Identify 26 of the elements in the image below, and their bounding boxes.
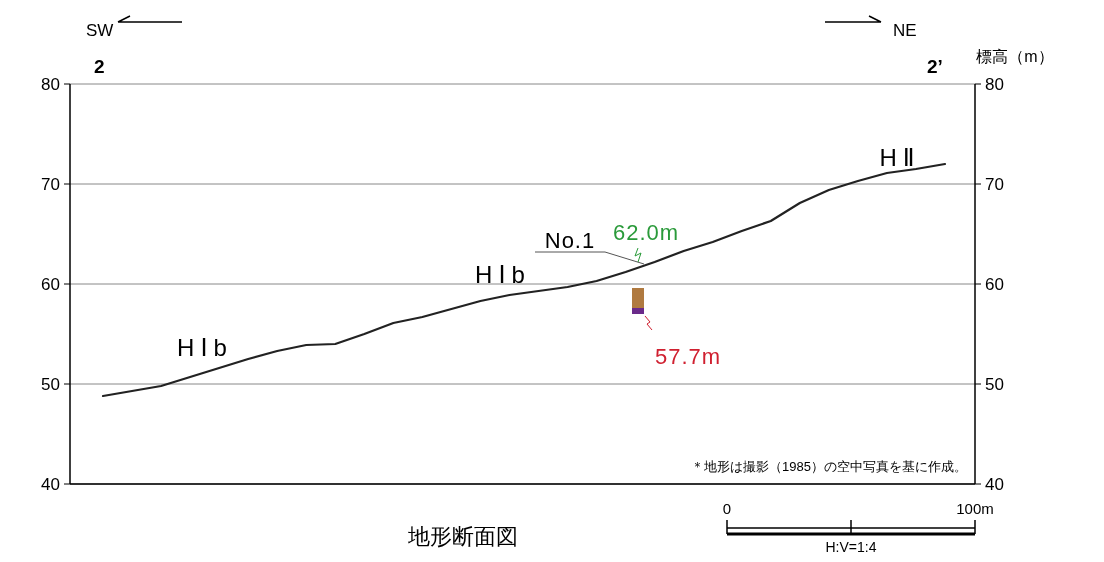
y-tick-label: 70: [41, 174, 60, 194]
text: 0: [722, 500, 732, 517]
text: 100m: [956, 500, 994, 517]
annotation: HⅡ: [879, 144, 921, 172]
y-tick-label: 60: [41, 274, 60, 294]
annotation: HⅠb: [475, 261, 531, 289]
text: 2’: [927, 55, 943, 77]
y-tick-label: 80: [41, 74, 60, 94]
text: NE: [893, 20, 917, 40]
annotation: HⅠb: [177, 334, 233, 362]
y2-tick-label: 70: [985, 174, 1004, 194]
y2-tick-label: 50: [985, 374, 1004, 394]
text: SW: [86, 20, 114, 40]
y-tick-label: 50: [41, 374, 60, 394]
annotation: 62.0m: [612, 219, 680, 245]
text: 2: [94, 55, 105, 77]
y-tick-label: 40: [41, 474, 60, 494]
annotation: No.1: [544, 227, 596, 253]
text: H:V=1:4: [825, 539, 877, 555]
y2-tick-label: 80: [985, 74, 1004, 94]
text: 地形断面図: [406, 524, 518, 549]
annotation: ＊地形は撮影（1985）の空中写真を基に作成。: [691, 458, 967, 474]
y2-axis-title: 標高（m）: [976, 48, 1054, 65]
y2-tick-label: 60: [985, 274, 1004, 294]
y2-tick-label: 40: [985, 474, 1004, 494]
annotation: 57.7m: [654, 343, 722, 369]
